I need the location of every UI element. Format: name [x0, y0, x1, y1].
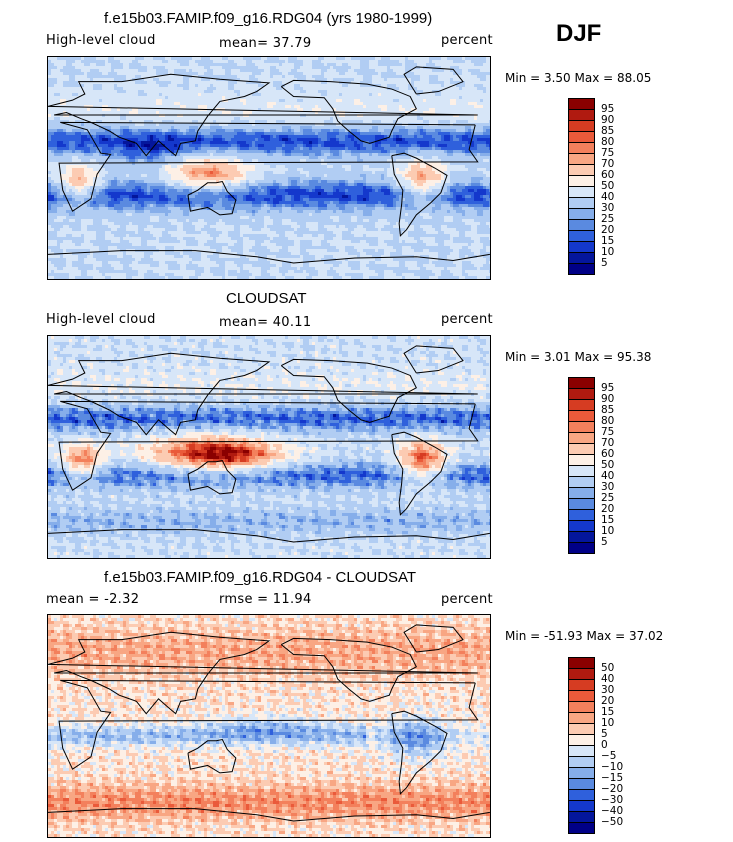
contour-fill-cells — [48, 615, 490, 837]
colorbar-tick-label: 10 — [601, 247, 614, 258]
panel-1-units-label: percent — [441, 33, 493, 48]
coastline — [187, 460, 237, 495]
colorbar-tick-label: 50 — [601, 663, 614, 674]
coastline — [403, 66, 464, 95]
coastline — [48, 631, 478, 715]
contour-fill-cells — [48, 336, 490, 558]
coastline — [403, 345, 464, 374]
panel-3-minmax: Min = -51.93 Max = 37.02 — [505, 629, 663, 643]
coastline — [48, 352, 478, 436]
colorbar-tick-label: 95 — [601, 104, 614, 115]
season-label: DJF — [556, 20, 601, 48]
colorbar-tick-label: 80 — [601, 137, 614, 148]
colorbar-tick-label: 70 — [601, 438, 614, 449]
panel-3-colorbar: 50 40 30 20 15 10 5 0 −5 −10 −15 −20 −30 −40 −50 — [568, 657, 623, 834]
colorbar-tick-label: 15 — [601, 236, 614, 247]
coastline — [391, 710, 448, 795]
coastline — [280, 637, 417, 702]
colorbar-tick-label: 5 — [601, 258, 608, 269]
panel-3-units-label: percent — [441, 592, 493, 607]
colorbar-tick-label: 80 — [601, 416, 614, 427]
colorbar-tick-label: 5 — [601, 729, 608, 740]
colorbar-tick-label: 40 — [601, 674, 614, 685]
coastline — [187, 739, 237, 774]
colorbar-tick-label: 90 — [601, 394, 614, 405]
panel-3-mean-label: mean = -2.32 — [46, 592, 139, 607]
coastline — [48, 529, 490, 543]
colorbar-tick-label: −10 — [601, 762, 623, 773]
colorbar-tick-label: 30 — [601, 482, 614, 493]
colorbar-swatch — [568, 263, 595, 275]
coastline — [391, 431, 448, 516]
colorbar-tick-label: 20 — [601, 225, 614, 236]
contour-fill-cells — [48, 57, 490, 279]
colorbar-tick-label: 0 — [601, 740, 608, 751]
panel-1-colorbar: 95 90 85 80 75 70 60 50 40 30 25 20 15 10 5 — [568, 98, 614, 275]
colorbar-tick-label: 15 — [601, 515, 614, 526]
panel-2-mean-label: mean= 40.11 — [219, 315, 311, 330]
colorbar-tick-label: 30 — [601, 203, 614, 214]
colorbar-tick-label: −40 — [601, 806, 623, 817]
panel-2-variable-label: High-level cloud — [46, 312, 156, 327]
panel-3-map-svg — [48, 615, 490, 837]
colorbar-tick-label: −15 — [601, 773, 623, 784]
coastline — [58, 679, 479, 770]
coastline — [48, 73, 478, 157]
panel-2-map — [47, 335, 491, 559]
panel-3-map — [47, 614, 491, 838]
panel-1-map — [47, 56, 491, 280]
coastline — [403, 624, 464, 653]
colorbar-tick-label: −50 — [601, 817, 623, 828]
panel-2-units-label: percent — [441, 312, 493, 327]
colorbar-tick-label: 20 — [601, 504, 614, 515]
colorbar-tick-label: −30 — [601, 795, 623, 806]
panel-3-rmse-label: rmse = 11.94 — [219, 592, 312, 607]
panel-1-minmax: Min = 3.50 Max = 88.05 — [505, 71, 651, 85]
coastline — [48, 808, 490, 822]
colorbar-tick-label: 40 — [601, 471, 614, 482]
panel-2-minmax: Min = 3.01 Max = 95.38 — [505, 350, 651, 364]
colorbar-tick-label: 40 — [601, 192, 614, 203]
colorbar-tick-label: 85 — [601, 405, 614, 416]
colorbar-tick-label: 25 — [601, 214, 614, 225]
coastline — [391, 152, 448, 237]
coastline — [280, 358, 417, 423]
panel-1-title: f.e15b03.FAMIP.f09_g16.RDG04 (yrs 1980-1… — [104, 10, 432, 27]
colorbar-tick-label: −20 — [601, 784, 623, 795]
coastline — [58, 121, 479, 212]
colorbar-tick-label: 15 — [601, 707, 614, 718]
colorbar-tick-label: 60 — [601, 449, 614, 460]
coastline — [58, 400, 479, 491]
panel-3-title: f.e15b03.FAMIP.f09_g16.RDG04 - CLOUDSAT — [104, 569, 416, 586]
colorbar-tick-label: 50 — [601, 460, 614, 471]
colorbar-tick-label: 10 — [601, 718, 614, 729]
colorbar-tick-label: 20 — [601, 696, 614, 707]
panel-2-title: CLOUDSAT — [226, 290, 307, 307]
panel-1-map-svg — [48, 57, 490, 279]
coastline — [48, 250, 490, 264]
colorbar-tick-label: 25 — [601, 493, 614, 504]
panel-1-mean-label: mean= 37.79 — [219, 36, 311, 51]
colorbar-tick-label: −5 — [601, 751, 616, 762]
colorbar-swatch — [568, 822, 595, 834]
panel-2-map-svg — [48, 336, 490, 558]
colorbar-tick-label: 70 — [601, 159, 614, 170]
panel-2-colorbar: 95 90 85 80 75 70 60 50 40 30 25 20 15 10 5 — [568, 377, 614, 554]
colorbar-tick-label: 90 — [601, 115, 614, 126]
coastline — [187, 181, 237, 216]
colorbar-tick-label: 10 — [601, 526, 614, 537]
colorbar-tick-label: 30 — [601, 685, 614, 696]
colorbar-tick-label: 85 — [601, 126, 614, 137]
colorbar-tick-label: 95 — [601, 383, 614, 394]
colorbar-tick-label: 60 — [601, 170, 614, 181]
colorbar-tick-label: 5 — [601, 537, 608, 548]
colorbar-tick-label: 75 — [601, 427, 614, 438]
colorbar-tick-label: 50 — [601, 181, 614, 192]
panel-1-variable-label: High-level cloud — [46, 33, 156, 48]
coastline — [280, 79, 417, 144]
colorbar-swatch — [568, 542, 595, 554]
colorbar-tick-label: 75 — [601, 148, 614, 159]
